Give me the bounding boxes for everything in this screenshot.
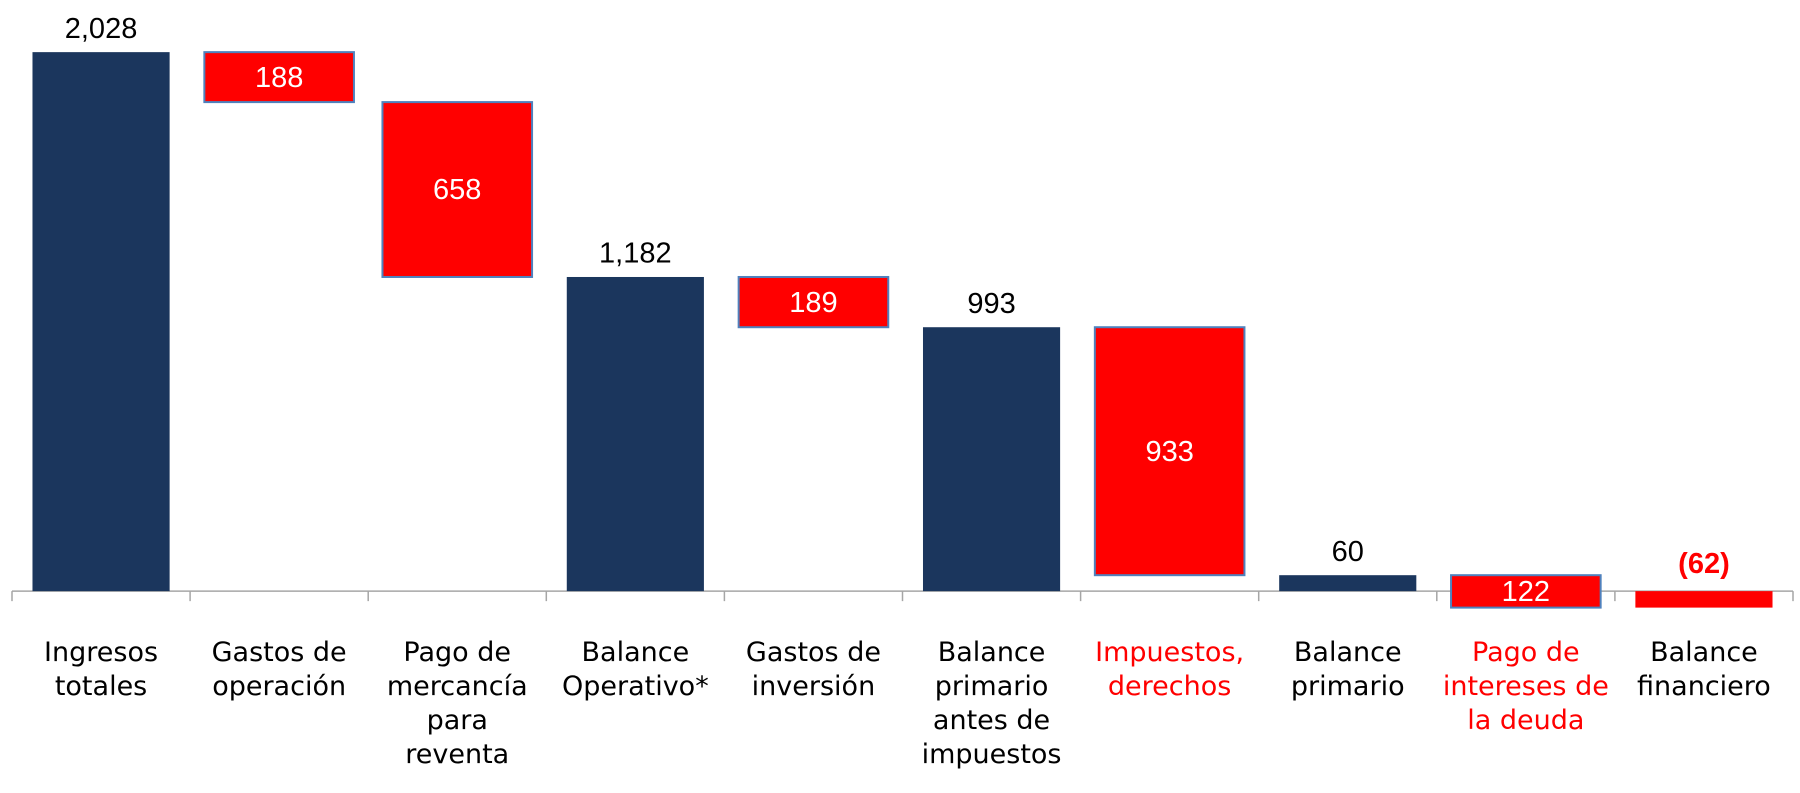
chart: 2,028 188 658 1,182 189 993 933 60 122 (62) Ingre… xyxy=(0,0,1800,793)
value-label: 60 xyxy=(1332,536,1364,568)
value-label: 1,182 xyxy=(599,238,672,270)
value-label: 188 xyxy=(255,62,303,94)
x-tick-label: Balance primario xyxy=(1263,636,1433,704)
x-tick-label: Ingresos totales xyxy=(16,636,186,704)
x-tick-label: Balance Operativo* xyxy=(550,636,720,704)
bar xyxy=(32,52,169,591)
value-label: 993 xyxy=(967,288,1015,320)
x-tick-label: Pago de mercancía para reventa xyxy=(372,636,542,772)
value-label: 658 xyxy=(433,174,481,206)
bar xyxy=(923,327,1060,591)
x-tick-label: Pago de intereses de la deuda xyxy=(1441,636,1611,738)
value-label: 189 xyxy=(789,287,837,319)
x-tick-label: Gastos de operación xyxy=(194,636,364,704)
x-tick-label: Balance financiero xyxy=(1619,636,1789,704)
x-tick-label: Balance primario antes de impuestos xyxy=(907,636,1077,772)
bar xyxy=(1635,591,1772,607)
x-tick-label: Impuestos, derechos xyxy=(1085,636,1255,704)
value-label: 122 xyxy=(1502,576,1550,608)
x-tick-label: Gastos de inversión xyxy=(728,636,898,704)
value-label: (62) xyxy=(1678,548,1730,580)
bar xyxy=(1279,575,1416,591)
value-label: 933 xyxy=(1145,436,1193,468)
bar xyxy=(567,277,704,591)
value-label: 2,028 xyxy=(65,13,138,45)
